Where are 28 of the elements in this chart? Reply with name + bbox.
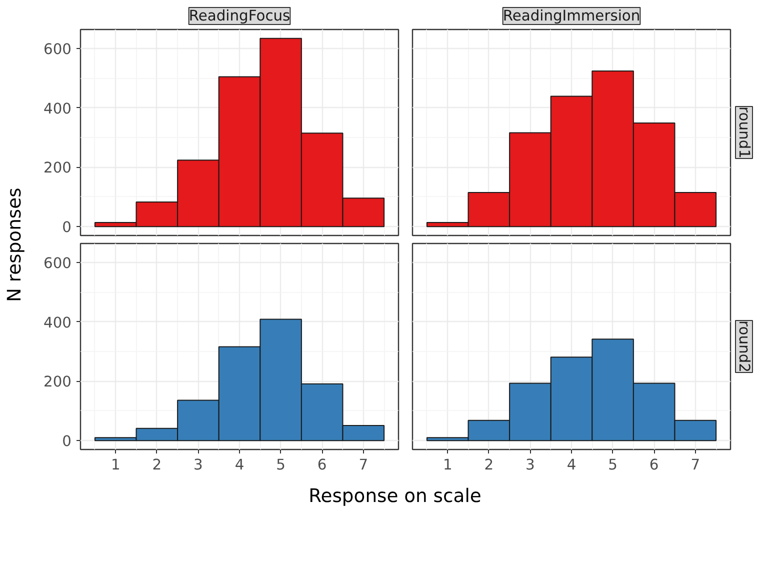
x-tick-label: 3: [526, 456, 535, 474]
x-axis-title: Response on scale: [308, 485, 482, 509]
x-tick-label: 6: [317, 456, 327, 474]
x-tick-label: 6: [649, 456, 659, 474]
y-tick-label: 200: [44, 374, 72, 391]
y-tick-label: 0: [62, 219, 72, 236]
x-tick-label: 4: [234, 456, 244, 474]
y-tick-label: 0: [62, 433, 72, 450]
y-tick-label: 400: [44, 100, 72, 118]
text: round1: [736, 106, 752, 158]
x-tick-label: 5: [608, 456, 618, 474]
y-tick-label: 200: [44, 160, 72, 177]
x-tick-label: 7: [358, 456, 368, 474]
x-tick-label: 5: [276, 456, 286, 474]
text: round2: [736, 320, 752, 372]
y-tick-label: 600: [44, 40, 72, 58]
x-tick-label: 3: [194, 456, 203, 474]
x-tick-label: 1: [110, 456, 120, 474]
x-tick-label: 2: [484, 456, 494, 474]
x-tick-label: 7: [690, 456, 700, 474]
chart-title: ReadingFocus: [188, 8, 290, 24]
x-tick-label: 2: [152, 456, 162, 474]
x-tick-label: 4: [566, 456, 576, 474]
y-axis-title: N responses: [4, 188, 27, 302]
y-tick-label: 600: [44, 254, 72, 272]
chart-title: ReadingImmersion: [502, 8, 640, 24]
x-tick-label: 1: [442, 456, 452, 474]
y-tick-label: 400: [44, 314, 72, 332]
